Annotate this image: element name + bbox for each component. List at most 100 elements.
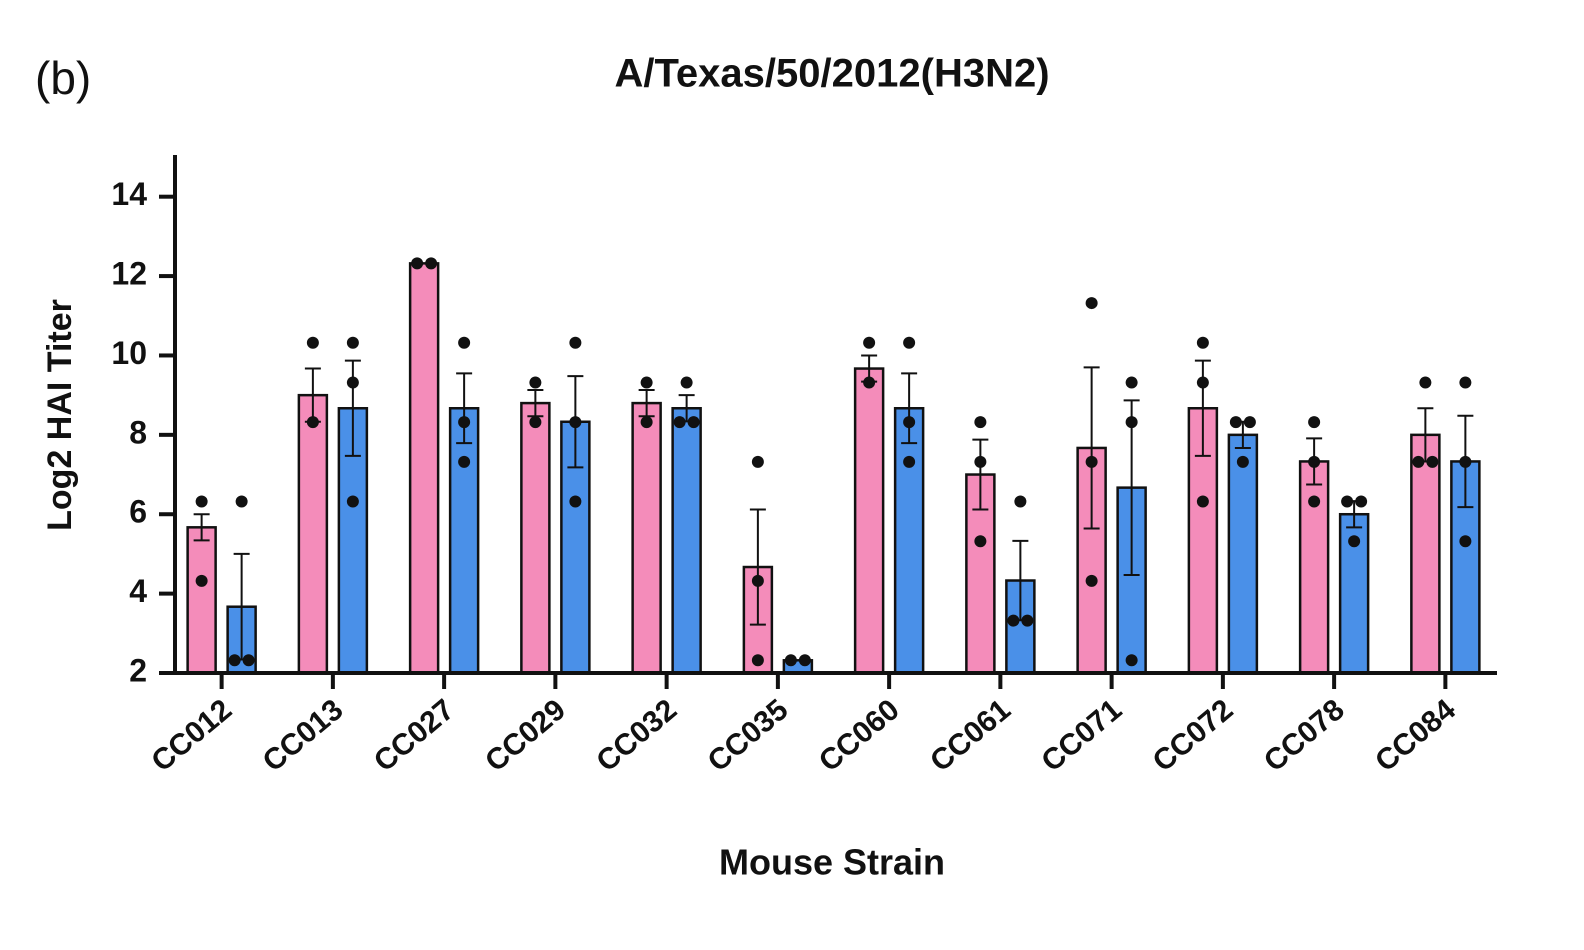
data-point	[680, 376, 693, 389]
data-point	[1412, 455, 1425, 468]
data-point	[346, 376, 359, 389]
data-point	[974, 416, 987, 429]
bar	[1227, 433, 1259, 675]
data-point	[903, 416, 916, 429]
bar	[631, 401, 662, 675]
bar	[671, 407, 702, 675]
data-point	[751, 574, 764, 587]
data-point	[1196, 495, 1209, 508]
data-point	[1125, 654, 1138, 667]
data-point	[1021, 614, 1034, 627]
x-tick-label: CC072	[1147, 693, 1240, 778]
data-point	[863, 376, 876, 389]
data-point	[458, 416, 471, 429]
data-point	[687, 416, 700, 429]
x-tick-label: CC071	[1035, 693, 1128, 778]
bar	[520, 401, 551, 675]
x-tick-label: CC035	[702, 693, 795, 778]
data-point	[458, 455, 471, 468]
data-point	[306, 416, 319, 429]
data-point	[751, 455, 764, 468]
x-axis-label: Mouse Strain	[719, 842, 945, 883]
data-point	[569, 495, 582, 508]
data-point	[1426, 455, 1439, 468]
y-tick-label: 8	[129, 414, 147, 450]
data-point	[974, 455, 987, 468]
data-point	[1085, 297, 1098, 310]
x-tick-label: CC078	[1258, 693, 1351, 778]
data-point	[903, 336, 916, 349]
bar	[1298, 460, 1330, 675]
data-point	[458, 336, 471, 349]
data-point	[798, 654, 811, 667]
data-point	[863, 336, 876, 349]
data-point	[1355, 495, 1368, 508]
data-point	[425, 257, 438, 270]
data-point	[346, 495, 359, 508]
data-point	[751, 654, 764, 667]
bar	[297, 393, 329, 675]
data-point	[569, 416, 582, 429]
data-point	[569, 336, 582, 349]
y-tick-label: 4	[129, 573, 147, 609]
data-point	[673, 416, 686, 429]
data-point	[974, 535, 987, 548]
bar	[893, 407, 925, 675]
x-tick-label: CC084	[1369, 693, 1462, 779]
data-point	[1459, 535, 1472, 548]
y-tick-label: 14	[111, 176, 147, 212]
chart-title: A/Texas/50/2012(H3N2)	[614, 52, 1049, 96]
x-tick-label: CC060	[813, 693, 906, 778]
data-point	[195, 495, 208, 508]
data-point	[1007, 614, 1020, 627]
y-tick-label: 10	[111, 335, 147, 371]
data-point	[1014, 495, 1027, 508]
data-point	[529, 416, 542, 429]
panel-label: (b)	[35, 52, 91, 104]
x-tick-label: CC029	[479, 693, 572, 778]
bar	[1410, 433, 1441, 675]
data-point	[640, 376, 653, 389]
data-point	[242, 654, 255, 667]
data-point	[1125, 416, 1138, 429]
data-point	[1196, 336, 1209, 349]
data-point	[1229, 416, 1242, 429]
x-tick-label: CC027	[368, 693, 461, 778]
y-tick-label: 2	[129, 652, 147, 688]
data-point	[195, 574, 208, 587]
data-point	[1459, 455, 1472, 468]
data-point	[235, 495, 248, 508]
y-tick-label: 12	[111, 256, 147, 292]
data-point	[306, 336, 319, 349]
bar	[408, 262, 440, 675]
x-tick-label: CC061	[924, 693, 1017, 778]
data-point	[1459, 376, 1472, 389]
bar	[448, 407, 480, 675]
data-point	[1243, 416, 1256, 429]
data-point	[1308, 455, 1321, 468]
data-point	[346, 336, 359, 349]
y-tick-label: 6	[129, 494, 147, 530]
data-point	[640, 416, 653, 429]
data-point	[903, 455, 916, 468]
bar	[853, 367, 885, 675]
data-point	[1308, 495, 1321, 508]
data-point	[1196, 376, 1209, 389]
x-tick-label: CC032	[590, 693, 683, 778]
data-point	[1308, 416, 1321, 429]
data-point	[1236, 455, 1249, 468]
data-point	[1125, 376, 1138, 389]
data-point	[228, 654, 241, 667]
bar	[186, 526, 217, 675]
data-point	[1348, 535, 1361, 548]
bar	[337, 407, 369, 675]
data-point	[411, 257, 424, 270]
data-point	[1341, 495, 1354, 508]
data-point	[1085, 574, 1098, 587]
data-point	[529, 376, 542, 389]
data-point	[1085, 455, 1098, 468]
data-point	[784, 654, 797, 667]
x-tick-label: CC012	[145, 693, 238, 778]
y-axis-label: Log2 HAI Titer	[41, 299, 79, 531]
